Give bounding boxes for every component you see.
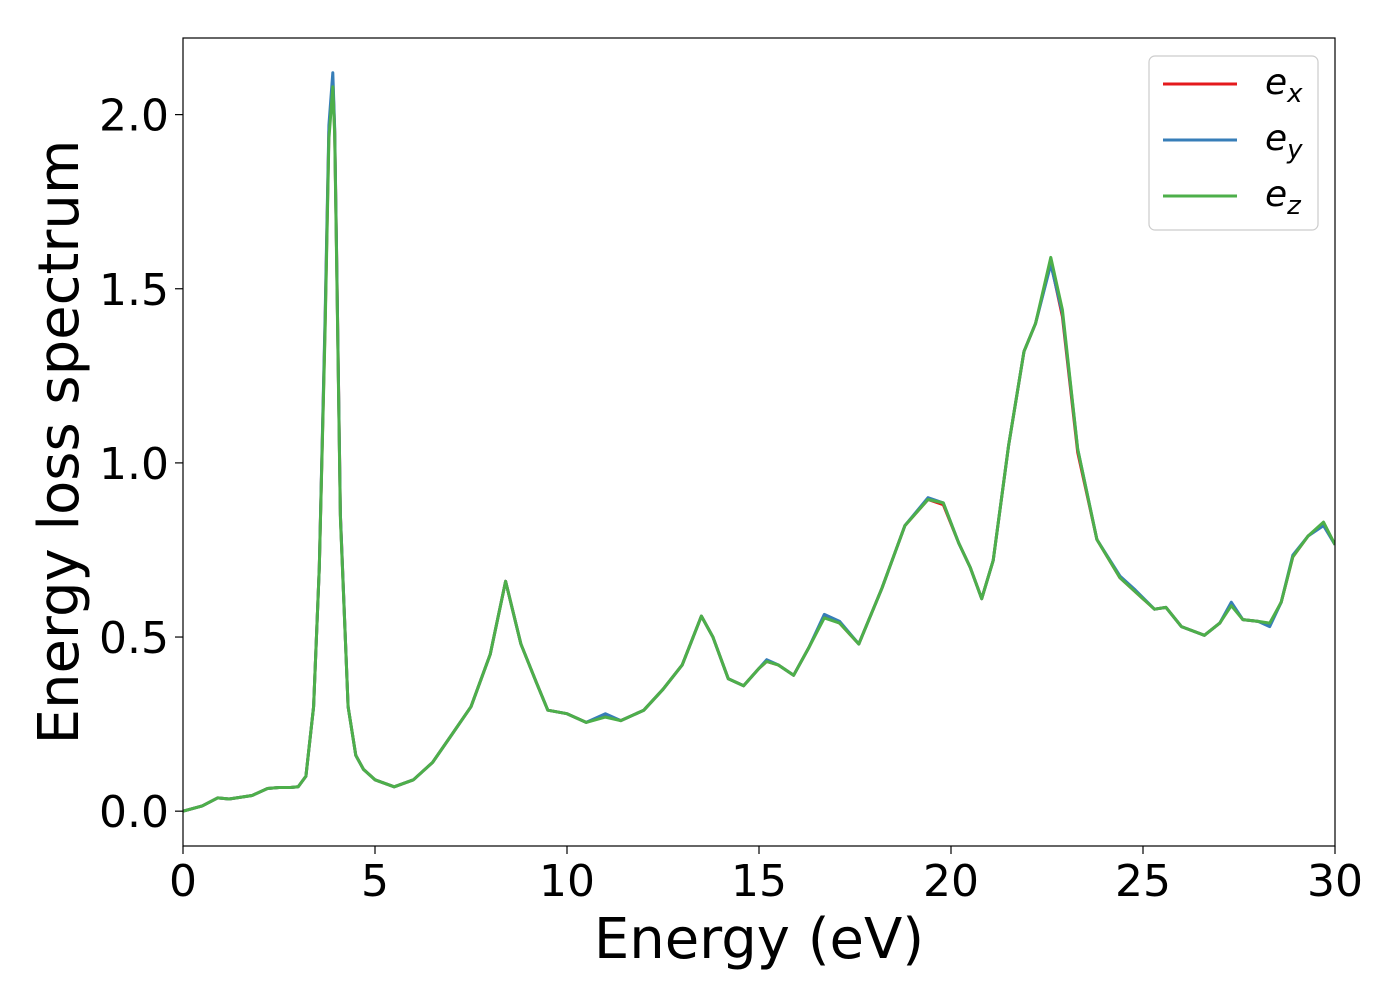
- x-tick-label: 15: [731, 856, 787, 907]
- legend-box: [1148, 55, 1319, 231]
- series-line-e-z: [183, 85, 1335, 813]
- x-axis-label: Energy (eV): [594, 907, 924, 972]
- x-tick-label: 20: [923, 856, 979, 907]
- y-tick-label: 0.0: [99, 787, 169, 838]
- x-tick-label: 30: [1307, 856, 1363, 907]
- x-axis: 0 5 10 15 20 25 30: [169, 846, 1363, 907]
- x-tick-label: 10: [539, 856, 595, 907]
- legend-label: ez: [1265, 174, 1302, 221]
- y-tick-label: 0.5: [99, 613, 169, 664]
- legend: ex ey ez: [1148, 55, 1319, 231]
- x-tick-label: 0: [169, 856, 197, 907]
- y-tick-label: 2.0: [99, 91, 169, 142]
- legend-label: ey: [1265, 118, 1303, 165]
- y-axis-label: Energy loss spectrum: [27, 140, 92, 745]
- y-tick-label: 1.5: [99, 265, 169, 316]
- series-layer: [183, 71, 1335, 813]
- y-axis: 0.0 0.5 1.0 1.5 2.0: [99, 91, 183, 838]
- legend-label: ex: [1265, 62, 1303, 109]
- y-tick-label: 1.0: [99, 439, 169, 490]
- x-tick-label: 5: [361, 856, 389, 907]
- x-tick-label: 25: [1115, 856, 1171, 907]
